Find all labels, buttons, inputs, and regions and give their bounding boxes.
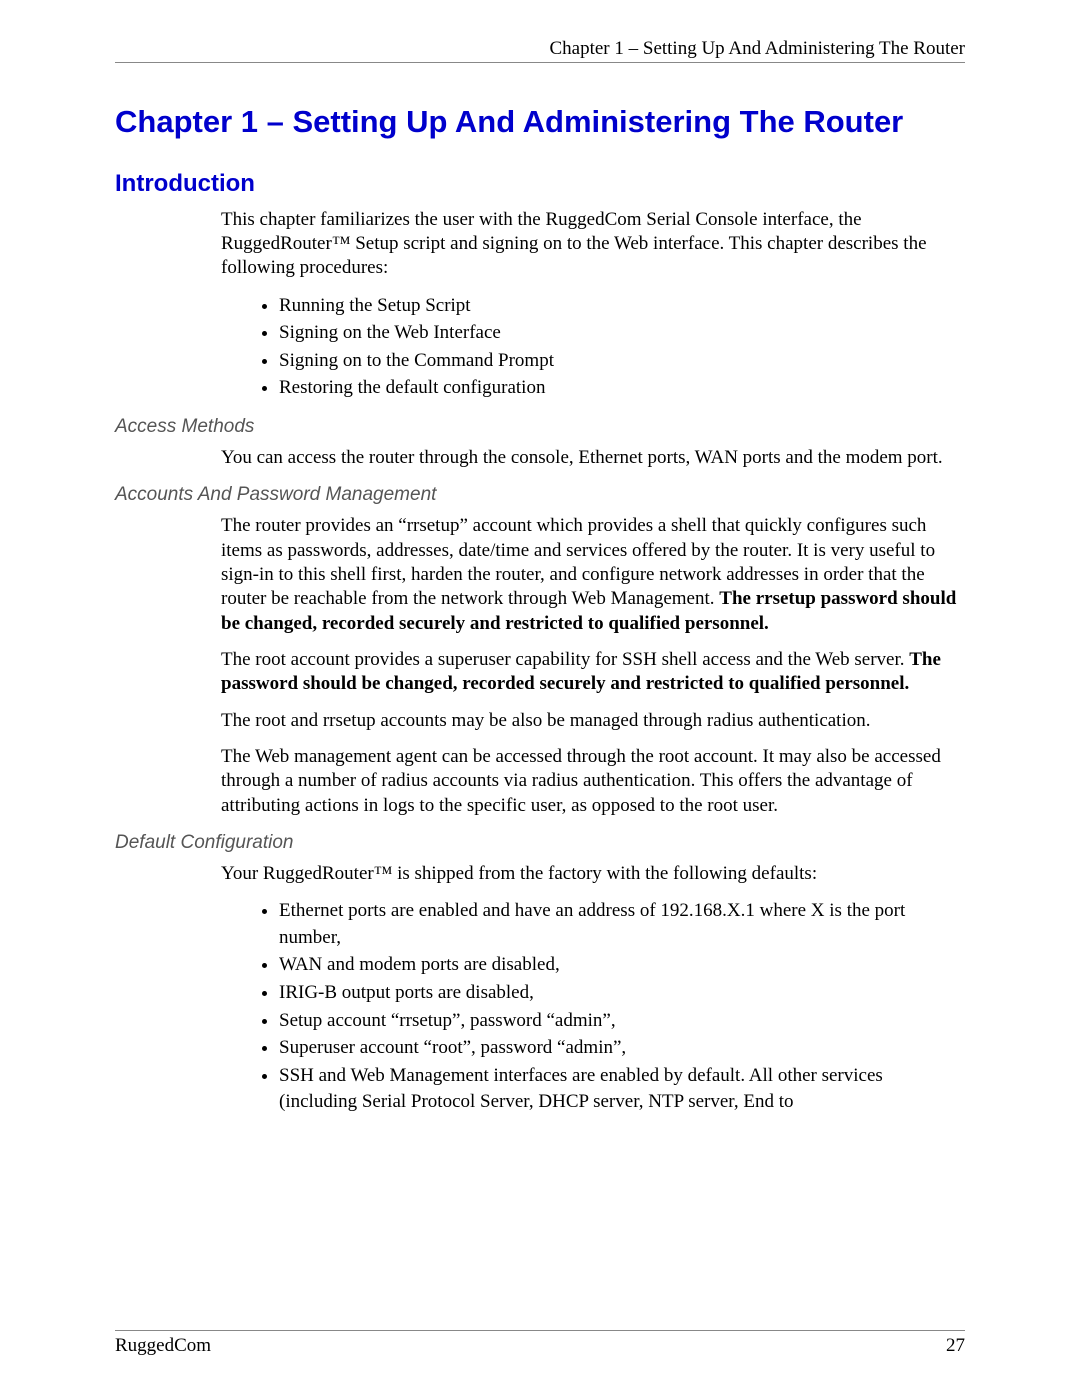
subsection-heading-default-config: Default Configuration (115, 832, 965, 854)
section-heading-introduction: Introduction (115, 170, 965, 198)
intro-body: This chapter familiarizes the user with … (221, 208, 965, 402)
running-head: Chapter 1 – Setting Up And Administering… (115, 38, 965, 63)
list-item: Running the Setup Script (279, 293, 965, 320)
defaults-bullet-list: Ethernet ports are enabled and have an a… (221, 898, 965, 1116)
subsection-heading-accounts: Accounts And Password Management (115, 484, 965, 506)
footer-right: 27 (946, 1335, 965, 1357)
intro-bullet-list: Running the Setup Script Signing on the … (221, 293, 965, 402)
subsection-heading-access-methods: Access Methods (115, 416, 965, 438)
defaults-body: Your RuggedRouter™ is shipped from the f… (221, 862, 965, 1116)
accounts-paragraph-3: The root and rrsetup accounts may be als… (221, 709, 965, 733)
access-body: You can access the router through the co… (221, 446, 965, 470)
access-paragraph: You can access the router through the co… (221, 446, 965, 470)
list-item: Signing on to the Command Prompt (279, 348, 965, 375)
page: Chapter 1 – Setting Up And Administering… (0, 0, 1080, 1397)
accounts-paragraph-4: The Web management agent can be accessed… (221, 745, 965, 818)
list-item: SSH and Web Management interfaces are en… (279, 1063, 965, 1116)
chapter-title: Chapter 1 – Setting Up And Administering… (115, 103, 965, 142)
list-item: Ethernet ports are enabled and have an a… (279, 898, 965, 951)
text-run: The root account provides a superuser ca… (221, 649, 909, 670)
page-footer: RuggedCom 27 (115, 1330, 965, 1357)
list-item: Restoring the default configuration (279, 375, 965, 402)
list-item: Signing on the Web Interface (279, 320, 965, 347)
footer-left: RuggedCom (115, 1335, 211, 1357)
accounts-body: The router provides an “rrsetup” account… (221, 514, 965, 817)
list-item: Setup account “rrsetup”, password “admin… (279, 1008, 965, 1035)
accounts-paragraph-2: The root account provides a superuser ca… (221, 648, 965, 697)
list-item: IRIG-B output ports are disabled, (279, 980, 965, 1007)
accounts-paragraph-1: The router provides an “rrsetup” account… (221, 514, 965, 636)
list-item: WAN and modem ports are disabled, (279, 952, 965, 979)
intro-paragraph: This chapter familiarizes the user with … (221, 208, 965, 281)
list-item: Superuser account “root”, password “admi… (279, 1035, 965, 1062)
defaults-intro: Your RuggedRouter™ is shipped from the f… (221, 862, 965, 886)
